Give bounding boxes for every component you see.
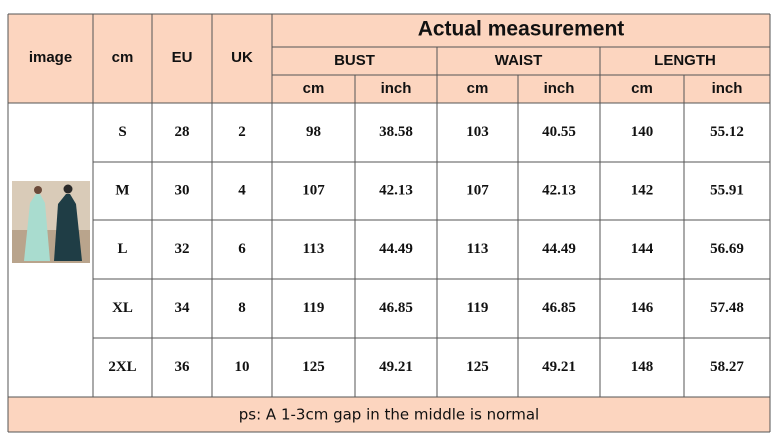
unit-header: inch	[544, 80, 575, 97]
unit-header: inch	[712, 80, 743, 97]
column-header: cm	[112, 49, 134, 66]
figure-head	[34, 186, 42, 194]
table-cell: 55.91	[710, 182, 744, 198]
table-cell: 144	[631, 241, 654, 257]
column-header: UK	[231, 49, 253, 66]
table-cell: 44.49	[379, 241, 413, 257]
table-cell: 107	[466, 182, 489, 198]
table-cell: 46.85	[542, 300, 576, 316]
column-header: EU	[172, 49, 193, 66]
table-cell: L	[117, 241, 127, 257]
figure-dress-dark	[54, 194, 82, 261]
table-cell: 55.12	[710, 124, 744, 140]
header-background	[8, 14, 770, 103]
table-cell: 56.69	[710, 241, 744, 257]
column-header: image	[29, 49, 72, 66]
table-cell: 36	[175, 359, 191, 375]
figure-dress-light	[24, 194, 50, 261]
unit-header: cm	[467, 80, 489, 97]
table-cell: XL	[112, 300, 133, 316]
table-cell: 40.55	[542, 124, 576, 140]
table-cell: 42.13	[379, 182, 413, 198]
table-cell: 2XL	[108, 359, 136, 375]
table-cell: 10	[235, 359, 250, 375]
table-cell: M	[115, 182, 129, 198]
table-cell: 44.49	[542, 241, 576, 257]
figure-head	[63, 184, 73, 194]
table-cell: 107	[302, 182, 325, 198]
table-cell: 49.21	[379, 359, 413, 375]
table-cell: 28	[175, 124, 190, 140]
unit-header: inch	[381, 80, 412, 97]
table-cell: 38.58	[379, 124, 413, 140]
table-cell: 57.48	[710, 300, 744, 316]
group-header: LENGTH	[654, 52, 716, 69]
table-cell: 34	[175, 300, 191, 316]
table-cell: 6	[238, 241, 246, 257]
table-cell: 113	[467, 241, 489, 257]
unit-header: cm	[303, 80, 325, 97]
table-cell: 119	[303, 300, 325, 316]
table-cell: 125	[302, 359, 325, 375]
table-cell: S	[118, 124, 126, 140]
table-cell: 32	[175, 241, 190, 257]
table-cell: 113	[303, 241, 325, 257]
table-cell: 148	[631, 359, 654, 375]
table-cell: 42.13	[542, 182, 576, 198]
table-cell: 103	[466, 124, 489, 140]
table-cell: 49.21	[542, 359, 576, 375]
footer-background	[8, 397, 770, 432]
table-cell: 142	[631, 182, 654, 198]
group-header: BUST	[334, 52, 375, 69]
group-header: WAIST	[495, 52, 543, 69]
table-cell: 30	[175, 182, 190, 198]
unit-header: cm	[631, 80, 653, 97]
group-title: Actual measurement	[418, 18, 625, 41]
table-cell: 4	[238, 182, 246, 198]
table-cell: 58.27	[710, 359, 744, 375]
footer-note: ps: A 1-3cm gap in the middle is normal	[239, 406, 539, 424]
table-cell: 2	[238, 124, 246, 140]
product-photo	[12, 181, 90, 263]
table-cell: 125	[466, 359, 489, 375]
table-cell: 98	[306, 124, 321, 140]
table-cell: 8	[238, 300, 246, 316]
table-cell: 146	[631, 300, 654, 316]
table-cell: 46.85	[379, 300, 413, 316]
table-cell: 119	[467, 300, 489, 316]
table-cell: 140	[631, 124, 654, 140]
